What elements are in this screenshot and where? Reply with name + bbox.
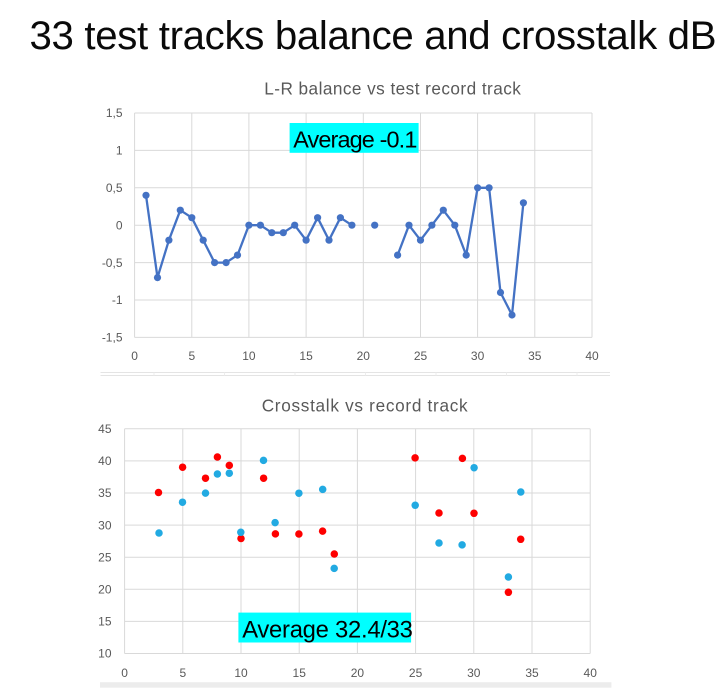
svg-text:5: 5 — [179, 666, 186, 680]
svg-text:5: 5 — [188, 349, 195, 363]
svg-text:-1: -1 — [112, 293, 123, 307]
svg-text:15: 15 — [299, 349, 313, 363]
svg-text:30: 30 — [98, 518, 112, 532]
svg-text:33 test tracks balance and cro: 33 test tracks balance and crosstalk dB — [30, 13, 717, 58]
svg-text:0: 0 — [116, 218, 123, 232]
svg-text:35: 35 — [98, 486, 112, 500]
svg-text:Average 32.4/33: Average 32.4/33 — [242, 617, 412, 644]
svg-text:15: 15 — [98, 615, 112, 629]
svg-text:25: 25 — [409, 666, 423, 680]
svg-text:20: 20 — [98, 583, 112, 597]
svg-text:0: 0 — [131, 349, 138, 363]
svg-text:1: 1 — [116, 144, 123, 158]
svg-text:10: 10 — [98, 647, 112, 661]
svg-text:10: 10 — [234, 666, 248, 680]
svg-text:35: 35 — [525, 666, 539, 680]
svg-text:-0,5: -0,5 — [102, 256, 123, 270]
svg-text:15: 15 — [293, 666, 307, 680]
svg-text:40: 40 — [584, 666, 598, 680]
svg-text:25: 25 — [414, 349, 428, 363]
svg-text:0: 0 — [121, 666, 128, 680]
svg-text:30: 30 — [467, 666, 481, 680]
svg-text:45: 45 — [98, 422, 112, 436]
svg-text:20: 20 — [351, 666, 365, 680]
svg-text:L-R balance vs test record tra: L-R balance vs test record track — [264, 79, 521, 99]
svg-text:Average -0.1: Average -0.1 — [293, 127, 416, 153]
svg-text:Crosstalk vs record track: Crosstalk vs record track — [262, 396, 469, 416]
svg-text:0,5: 0,5 — [106, 181, 123, 195]
svg-text:30: 30 — [471, 349, 485, 363]
svg-text:-1,5: -1,5 — [102, 331, 123, 345]
svg-text:35: 35 — [528, 349, 542, 363]
svg-text:40: 40 — [585, 349, 599, 363]
svg-text:40: 40 — [98, 454, 112, 468]
svg-text:20: 20 — [357, 349, 371, 363]
svg-text:1,5: 1,5 — [106, 106, 123, 120]
svg-text:10: 10 — [242, 349, 256, 363]
svg-text:25: 25 — [98, 550, 112, 564]
